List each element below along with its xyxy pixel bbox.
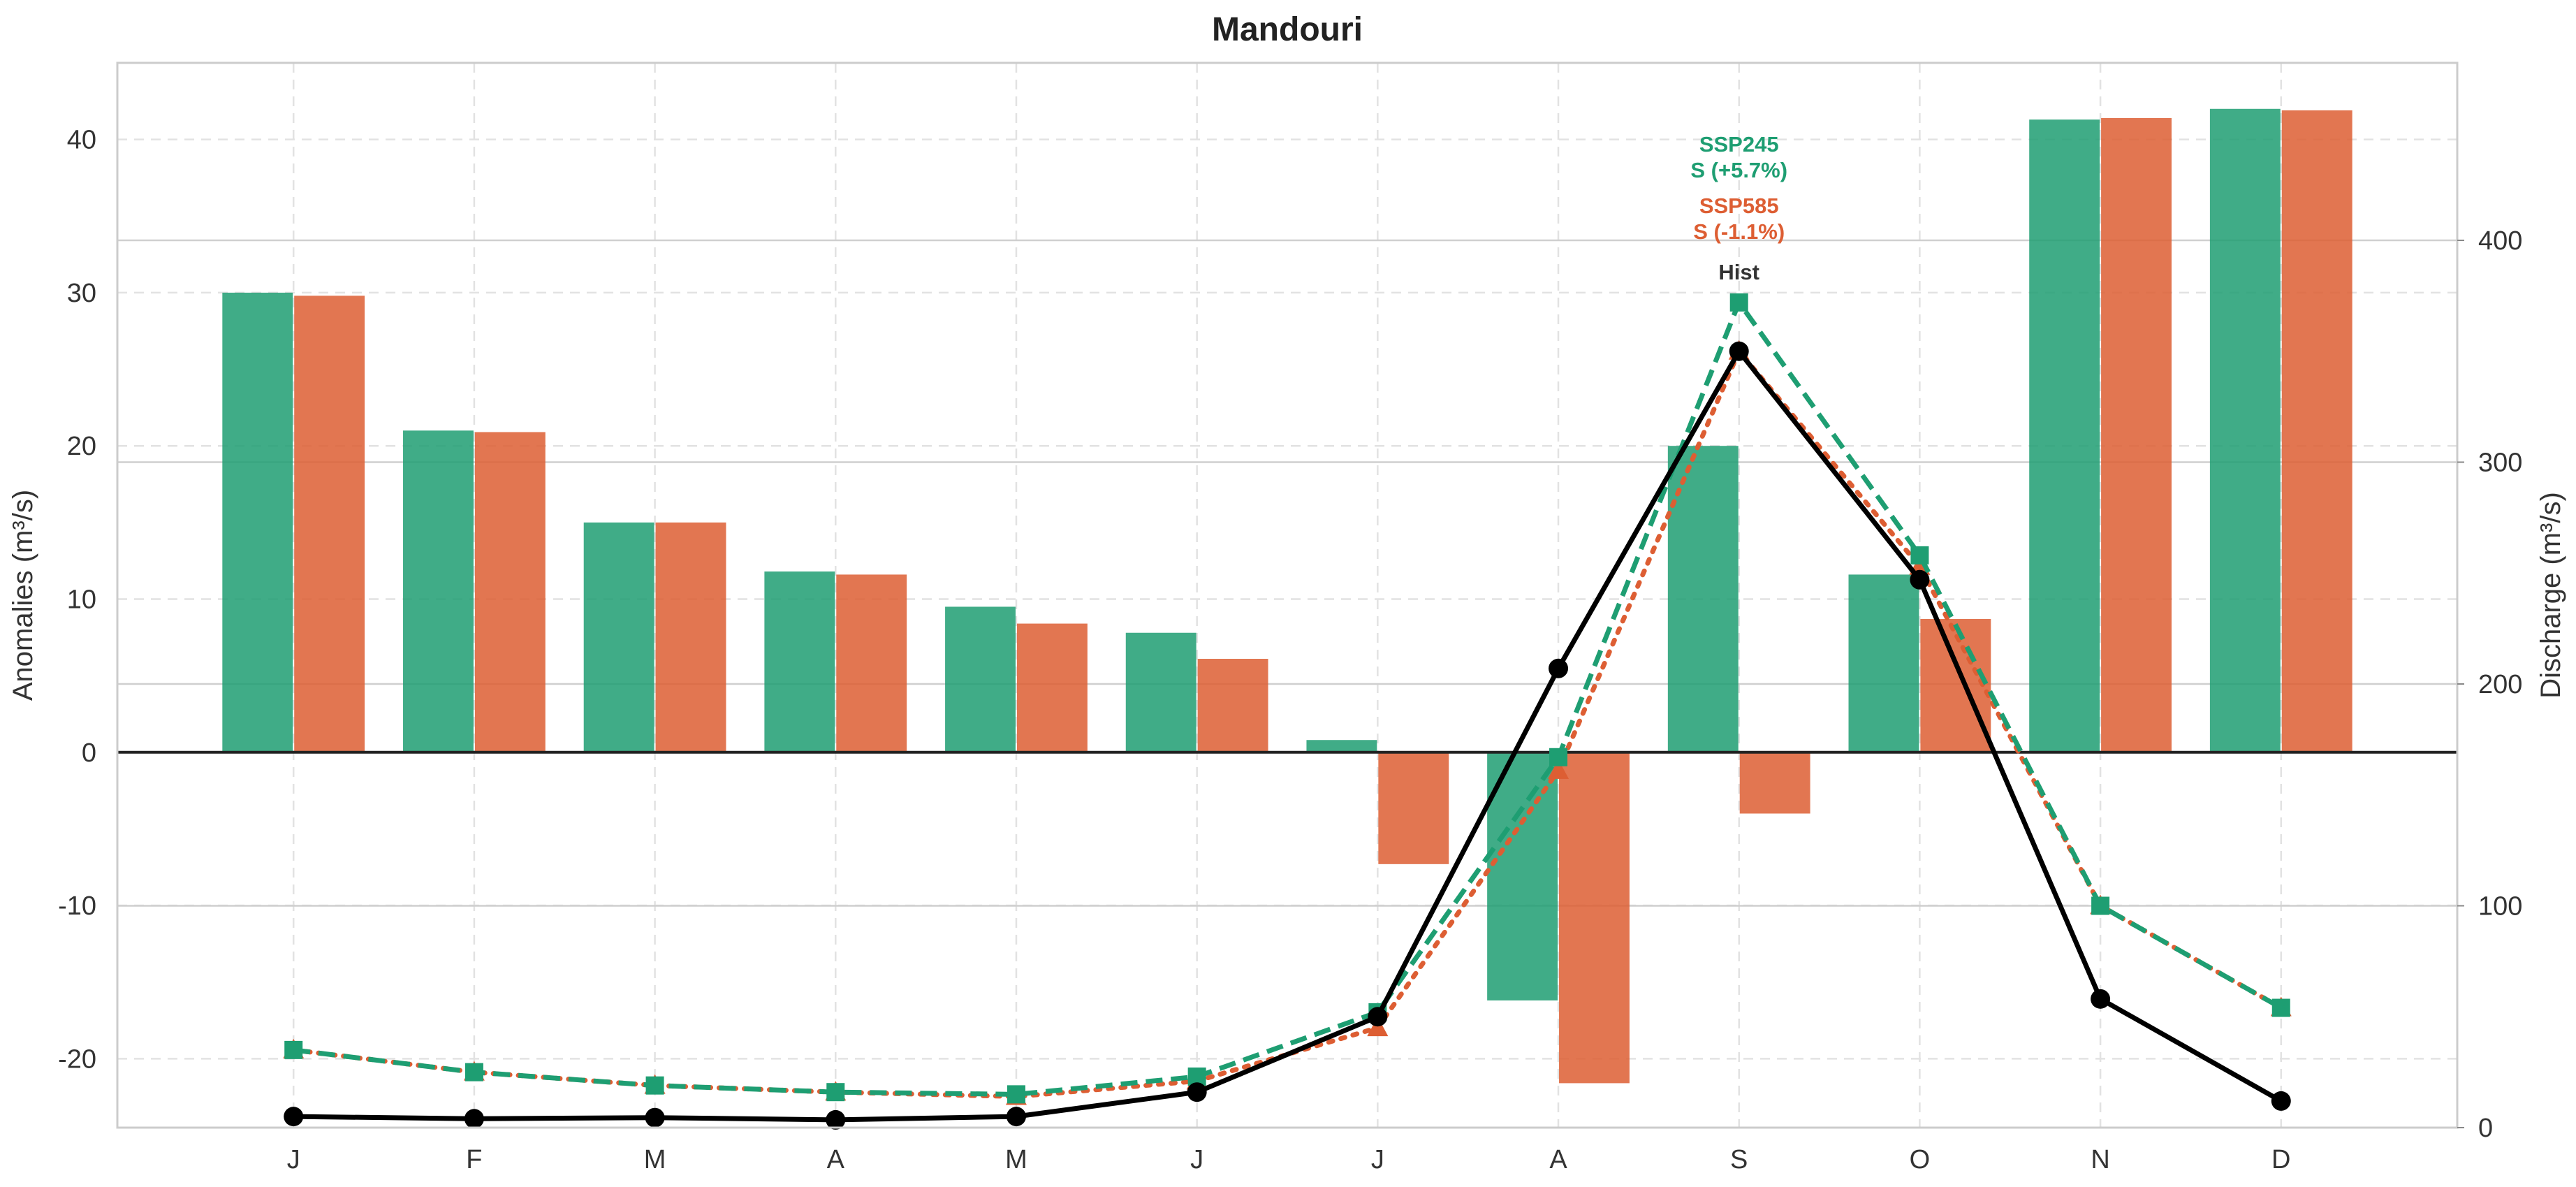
chart-title: Mandouri [1212, 11, 1363, 48]
y-tick-label-left: 30 [67, 279, 96, 308]
y-axis-label-left: Anomalies (m³/s) [8, 490, 38, 701]
bar-ssp245 [945, 606, 1016, 752]
bar-ssp245 [583, 522, 654, 752]
point-hist [2091, 989, 2111, 1009]
x-tick-label: N [2091, 1145, 2109, 1174]
annotation-text: SSP585 [1699, 194, 1779, 218]
y-tick-label-right: 0 [2478, 1114, 2493, 1143]
line-ssp245 [293, 300, 2283, 1097]
point-hist [645, 1107, 665, 1128]
point-hist [1368, 1007, 1388, 1027]
point-ssp245 [1549, 748, 1568, 766]
plot-frame [116, 61, 2459, 1129]
point-ssp245 [1729, 293, 1748, 312]
bar-ssp245 [1125, 632, 1196, 752]
right-y-tick-labels: 0 100 200 300 400 [2457, 226, 2522, 1143]
point-ssp245 [464, 1063, 483, 1082]
point-hist [2271, 1091, 2291, 1111]
bar-ssp585 [294, 296, 365, 752]
annotation-text: S (-1.1%) [1693, 219, 1785, 244]
y-tick-label-right: 200 [2478, 670, 2522, 699]
bar-ssp245 [403, 430, 474, 752]
y-axis-label-right: Discharge (m³/s) [2535, 492, 2566, 699]
x-tick-label: M [1005, 1145, 1027, 1174]
point-ssp245 [2091, 896, 2110, 915]
x-tick-label: S [1730, 1145, 1748, 1174]
annotation-text: S (+5.7%) [1690, 158, 1787, 182]
y-tick-label-left: 0 [82, 738, 96, 768]
point-ssp245 [645, 1076, 664, 1095]
point-ssp245 [284, 1040, 303, 1059]
bar-ssp585 [1739, 752, 1810, 814]
annotation-text: SSP245 [1699, 132, 1779, 156]
bar-ssp585 [836, 574, 907, 752]
bar-ssp245 [2029, 119, 2100, 752]
point-ssp245 [1007, 1085, 1025, 1104]
y-tick-label-left: -20 [58, 1044, 96, 1074]
x-tick-label: A [827, 1145, 845, 1174]
bar-ssp585 [1920, 618, 1991, 752]
bar-ssp585 [2281, 110, 2352, 752]
point-ssp245 [1910, 546, 1929, 565]
point-hist [284, 1107, 304, 1127]
x-tick-label: O [1910, 1145, 1931, 1174]
bar-ssp585 [1016, 623, 1088, 752]
x-tick-label: M [644, 1145, 666, 1174]
bar-ssp245 [1848, 574, 1919, 752]
y-tick-label-left: 20 [67, 432, 96, 461]
x-tick-label: J [1371, 1145, 1384, 1174]
bar-ssp245 [764, 571, 835, 752]
x-tick-label: J [287, 1145, 300, 1174]
point-hist [1187, 1082, 1207, 1102]
point-hist [1729, 341, 1749, 361]
bar-ssp245 [1667, 446, 1739, 752]
point-hist [1910, 569, 1930, 590]
y-tick-label-right: 400 [2478, 226, 2522, 256]
point-hist [1549, 658, 1569, 678]
left-y-tick-labels: -20 -10 0 10 20 30 40 [58, 126, 96, 1075]
x-tick-label: A [1549, 1145, 1567, 1174]
point-hist [464, 1109, 484, 1129]
point-hist [826, 1109, 846, 1130]
y-tick-label-right: 300 [2478, 449, 2522, 478]
y-tick-label-left: 40 [67, 126, 96, 155]
point-hist [1006, 1107, 1026, 1127]
bar-ssp585 [474, 432, 546, 752]
x-tick-label: F [466, 1145, 482, 1174]
bar-ssp245 [2209, 108, 2281, 752]
bar-ssp245 [1487, 752, 1558, 1000]
point-ssp585 [1548, 759, 1569, 779]
y-tick-label-left: 10 [67, 585, 96, 614]
point-ssp245 [826, 1083, 845, 1102]
bar-ssp585 [1197, 659, 1268, 752]
x-tick-label: J [1190, 1145, 1203, 1174]
bar-ssp585 [2101, 117, 2172, 752]
point-ssp245 [2271, 998, 2290, 1017]
bar-ssp585 [1378, 752, 1449, 864]
bars [222, 108, 2352, 1084]
bar-ssp245 [222, 292, 293, 752]
bar-ssp585 [655, 522, 726, 752]
lines [283, 293, 2292, 1130]
y-tick-label-right: 100 [2478, 892, 2522, 922]
line-hist [293, 349, 2283, 1123]
y-tick-label-left: -10 [58, 891, 96, 921]
x-tick-label: D [2271, 1145, 2290, 1174]
annotation-text: Hist [1718, 260, 1759, 284]
bar-ssp245 [1306, 740, 1377, 752]
bar-ssp585 [1559, 752, 1630, 1084]
